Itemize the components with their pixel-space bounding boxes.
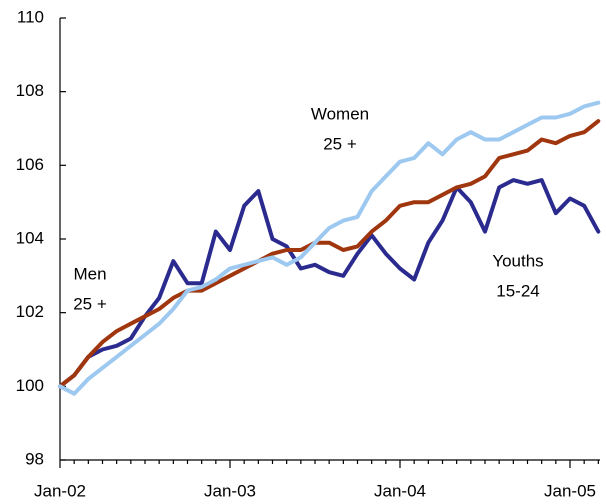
annotation: Youths bbox=[492, 251, 543, 270]
series-line bbox=[58, 119, 601, 389]
x-tick-label: Jan-03 bbox=[204, 481, 256, 500]
y-tick-label: 98 bbox=[25, 449, 44, 468]
y-tick-label: 110 bbox=[17, 7, 44, 26]
y-tick-label: 102 bbox=[16, 302, 44, 321]
series-line bbox=[58, 100, 601, 396]
annotation: Men bbox=[73, 264, 106, 283]
y-tick-label: 108 bbox=[16, 81, 44, 100]
annotation: 25 + bbox=[73, 294, 107, 313]
annotation: 15-24 bbox=[496, 281, 539, 300]
y-tick-label: 100 bbox=[16, 376, 44, 395]
series-line bbox=[58, 178, 601, 389]
y-tick-label: 106 bbox=[16, 155, 44, 174]
annotation: Women bbox=[311, 104, 369, 123]
y-tick-label: 104 bbox=[16, 228, 44, 247]
x-tick-label: Jan-04 bbox=[374, 481, 426, 500]
x-tick-label: Jan-05 bbox=[544, 481, 596, 500]
annotation: 25 + bbox=[323, 134, 357, 153]
x-tick-label: Jan-02 bbox=[34, 481, 86, 500]
